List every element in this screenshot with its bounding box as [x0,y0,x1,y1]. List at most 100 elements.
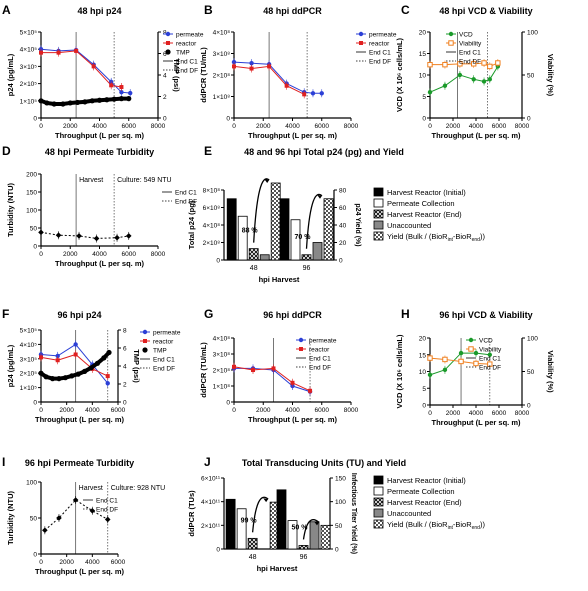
x-axis-label: Throughput (L per sq. m) [248,131,338,140]
legend: permeate reactor TMP End C1 End DF [140,330,181,373]
data-point [310,91,316,96]
category-label: 48 [250,265,258,272]
legend-marker [448,40,454,46]
legend-text-part: )) [480,232,485,241]
y-tick-label: 100 [26,208,37,215]
panel-c: C 48 hpi VCD & Viability 0 5 10 15 20 0 50 100 0 20… [395,3,555,140]
series-reactor [39,46,124,92]
y-axis-label: Total p24 (pg) [187,200,196,249]
y2-tick-label: 150 [335,476,346,483]
y-tick-label: 10 [419,369,427,376]
y2-tick-label: 8 [123,328,127,335]
y-tick-label: 0 [33,244,37,251]
data-point [458,358,464,365]
y2-axis-label: Infectious Titer Yield (%) [350,473,357,554]
chart-title: Total Transducing Units (TU) and Yield [242,458,406,468]
y2-tick-label: 0 [339,258,343,265]
bar-white [287,520,298,550]
y-axis-label: Turbidity (NTU) [6,490,15,545]
yield-label: 70 % [295,234,312,241]
y2-tick-label: 6 [163,51,167,58]
data-point [319,91,324,96]
legend-entry: End DF [369,59,391,66]
panel-g: G 96 hpi ddPCR 0 1×10⁸ 2×10⁸ 3×10⁸ 4×10⁸ 0 2000 4… [199,307,359,424]
tmp-line [39,351,111,381]
x-tick-label: 2000 [59,559,74,566]
y-tick-label: 15 [419,51,427,58]
y-tick-label: 2×10¹¹ [201,523,221,530]
legend-entry: End DF [309,365,331,372]
y-tick-label: 0 [33,552,37,559]
legend-marker [165,49,171,55]
x-axis-label: Throughput (L per sq. m) [55,131,145,140]
x-tick-label: 8000 [515,410,530,417]
y-tick-label: 0 [216,547,220,554]
data-point [73,352,78,357]
data-point [232,364,236,369]
panel-j: J Total Transducing Units (TU) and Yield 0… [187,455,485,573]
y-tick-label: 0 [33,400,37,407]
arrow-head [263,498,269,503]
legend-entry: reactor [309,347,330,354]
chart-title: 48 and 96 hpi Total p24 (pg) and Yield [244,147,404,157]
bar-white [237,215,248,261]
data-point [481,79,487,84]
x-tick-label: 0 [39,251,43,258]
y-tick-label: 2×10⁵ [20,81,38,88]
x-tick-label: 0 [39,123,43,130]
data-point [76,233,82,239]
y2-tick-label: 0 [527,116,531,123]
x-tick-label: 4000 [469,123,484,130]
data-point [487,63,493,70]
x-tick-label: 8000 [151,123,166,130]
data-point [55,358,60,363]
legend-marker [358,31,364,37]
legend-text-part: Yield (Bulk / (BioR [387,232,448,241]
x-tick-label: 8000 [151,251,166,258]
legend-entry: End C1 [153,357,175,364]
yield-label: 99 % [241,517,258,524]
y-axis-label: VCD (X 10⁶ cells/mL) [395,334,404,408]
panel-b: B 48 hpi ddPCR 0 1×10⁸ 2×10⁸ 3×10⁸ 4×10⁸ 0 2000 4… [199,3,397,140]
y-tick-label: 150 [26,190,37,197]
x-tick-label: 2000 [59,407,74,414]
x-tick-label: 6000 [315,123,330,130]
legend-entry: permeate [369,32,397,39]
y-tick-label: 1×10⁸ [213,94,231,101]
panel-letter: A [2,3,11,17]
y-tick-label: 3×10⁸ [213,51,231,58]
legend: permeate reactor End C1 End DF [356,32,397,66]
yield-label: 50 % [292,524,309,531]
legend-entry: End C1 [369,50,391,57]
y-tick-label: 15 [419,352,427,359]
legend-text-part: end [472,525,481,531]
data-point [72,497,79,503]
legend-entry: End DF [176,68,198,75]
bar-cross [298,545,309,550]
bar-white [290,219,301,261]
legend-swatch [373,231,384,241]
legend-entry: End C1 [459,50,481,57]
y-tick-label: 0 [216,258,220,265]
legend-entry: End C1 [175,190,197,197]
data-point [104,516,111,523]
data-point [39,355,43,360]
data-point [251,368,256,372]
legend-entry: reactor [153,339,174,346]
y2-tick-label: 40 [339,223,347,230]
panel-letter: I [2,455,5,469]
legend-entry: Harvest Reactor (End) [387,210,462,219]
x-tick-label: 0 [39,559,43,566]
panel-e: E 48 and 96 hpi Total p24 (pg) and Yield 0… [187,144,485,284]
x-axis-label: Throughput (L per sq. m) [35,567,125,576]
legend-swatch [373,209,384,219]
x-tick-label: 6000 [111,407,126,414]
legend: Harvest Reactor (Initial) Permeate Collec… [373,187,485,243]
x-tick-label: 8000 [344,407,359,414]
y-tick-label: 5 [422,94,426,101]
panel-letter: G [204,307,213,321]
bar-cross [247,537,258,550]
data-point [56,515,62,521]
y2-tick-label: 0 [123,400,127,407]
